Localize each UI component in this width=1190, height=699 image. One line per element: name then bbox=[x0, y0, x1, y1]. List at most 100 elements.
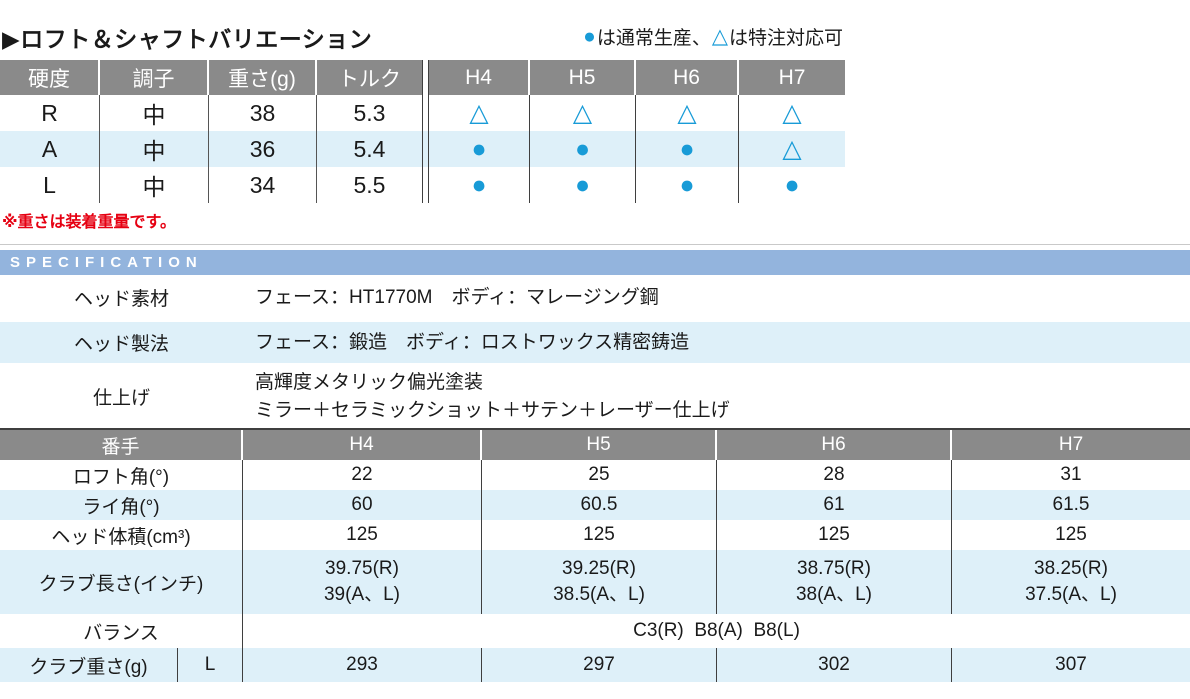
column-header-h4: H4 bbox=[243, 430, 482, 460]
double-rule-gap bbox=[422, 167, 429, 203]
page-title: ▶ロフト＆シャフトバリエーション bbox=[2, 25, 373, 52]
cell-lie-h5: 60.5 bbox=[482, 490, 717, 520]
legend-circle-text: は通常生産、 bbox=[596, 28, 711, 49]
cell-length-h6: 38.75(R) 38(A、L) bbox=[717, 550, 952, 614]
cell-kickpoint: 中 bbox=[100, 131, 209, 167]
cell-lie-h7: 61.5 bbox=[952, 490, 1190, 520]
row-label-loft: ロフト角(°) bbox=[0, 460, 243, 490]
legend-triangle-text: は特注対応可 bbox=[728, 28, 843, 49]
length-al: 38(A、L) bbox=[795, 584, 873, 605]
length-al: 39(A、L) bbox=[323, 584, 401, 605]
circle-icon: ● bbox=[583, 24, 596, 48]
column-header-h6: H6 bbox=[717, 430, 952, 460]
availability-mark: △ bbox=[782, 98, 802, 127]
availability-mark: ● bbox=[530, 167, 636, 203]
availability-mark: △ bbox=[739, 131, 845, 167]
cell-balance: C3(R) B8(A) B8(L) bbox=[633, 620, 800, 641]
spec-value-line2: ミラー＋セラミックショット＋サテン＋レーザー仕上げ bbox=[255, 399, 730, 421]
divider-rule bbox=[0, 244, 1190, 245]
cell-weight-flex: L bbox=[178, 648, 243, 682]
column-header-torque: トルク bbox=[317, 60, 422, 95]
length-r: 38.25(R) bbox=[1034, 558, 1108, 580]
availability-mark: △ bbox=[636, 95, 739, 131]
cell-loft-h6: 28 bbox=[717, 460, 952, 490]
row-label-lie: ライ角(°) bbox=[0, 490, 243, 520]
cell-lie-h6: 61 bbox=[717, 490, 952, 520]
cell-weight-h4: 293 bbox=[243, 648, 482, 682]
length-r: 39.25(R) bbox=[562, 558, 636, 580]
cell-weight: 36 bbox=[209, 131, 317, 167]
spec-sheet-page: ▶ロフト＆シャフトバリエーション ● は通常生産、 △ は特注対応可 硬度 調子… bbox=[0, 17, 1190, 682]
cell-length-h4: 39.75(R) 39(A、L) bbox=[243, 550, 482, 614]
double-rule-gap bbox=[422, 60, 429, 95]
column-header-weight: 重さ(g) bbox=[209, 60, 317, 95]
availability-mark: ● bbox=[784, 170, 800, 199]
column-header-h7: H7 bbox=[952, 430, 1190, 460]
row-label-weight: クラブ重さ(g) bbox=[0, 648, 178, 682]
length-al: 38.5(A、L) bbox=[553, 584, 645, 605]
availability-mark: ● bbox=[636, 131, 739, 167]
cell-hardness: A bbox=[0, 131, 100, 167]
triangle-icon: △ bbox=[711, 25, 728, 48]
double-rule-gap bbox=[422, 95, 429, 131]
length-r: 39.75(R) bbox=[325, 558, 399, 580]
spec-label: ヘッド製法 bbox=[73, 334, 169, 355]
row-label-balance: バランス bbox=[0, 614, 243, 648]
column-header-h5: H5 bbox=[530, 60, 636, 95]
cell-volume-h7: 125 bbox=[1055, 524, 1087, 545]
spec-value-line1: 高輝度メタリック偏光塗装 bbox=[255, 371, 484, 393]
cell-weight: 34 bbox=[209, 167, 317, 203]
column-header-kickpoint: 調子 bbox=[100, 60, 209, 95]
availability-mark: ● bbox=[429, 167, 530, 203]
weight-footnote: ※重さは装着重量です。 bbox=[2, 214, 176, 231]
cell-torque: 5.5 bbox=[353, 171, 386, 198]
cell-weight-h7: 307 bbox=[952, 648, 1190, 682]
column-header-h6: H6 bbox=[636, 60, 739, 95]
specification-rows: ヘッド素材 フェース：HT1770M ボディ：マレージング鋼 ヘッド製法 フェー… bbox=[0, 275, 1190, 428]
column-header-h7: H7 bbox=[739, 60, 845, 95]
cell-loft-h5: 25 bbox=[482, 460, 717, 490]
availability-legend: ● は通常生産、 △ は特注対応可 bbox=[582, 23, 843, 50]
cell-torque: 5.4 bbox=[317, 131, 422, 167]
availability-mark: ● bbox=[429, 131, 530, 167]
double-rule-gap bbox=[422, 131, 429, 167]
club-spec-table: 番手 H4 H5 H6 H7 ロフト角(°) 22 25 28 31 ライ角(°… bbox=[0, 428, 1190, 682]
cell-weight-h6: 302 bbox=[717, 648, 952, 682]
availability-mark: △ bbox=[429, 95, 530, 131]
spec-label: 仕上げ bbox=[92, 388, 150, 409]
cell-kickpoint: 中 bbox=[100, 167, 209, 203]
cell-volume-h6: 125 bbox=[717, 520, 952, 550]
spec-row-head-material: ヘッド素材 フェース：HT1770M ボディ：マレージング鋼 bbox=[0, 275, 1190, 320]
spec-label: ヘッド素材 bbox=[73, 289, 169, 310]
top-bar: ▶ロフト＆シャフトバリエーション ● は通常生産、 △ は特注対応可 bbox=[0, 17, 845, 60]
cell-volume-h5: 125 bbox=[482, 520, 717, 550]
spec-row-finish: 仕上げ 高輝度メタリック偏光塗装 ミラー＋セラミックショット＋サテン＋レーザー仕… bbox=[0, 365, 1190, 428]
specification-bar: SPECIFICATION bbox=[0, 250, 1190, 275]
cell-hardness: L bbox=[0, 167, 100, 203]
cell-kickpoint: 中 bbox=[100, 95, 209, 131]
column-header-number: 番手 bbox=[0, 430, 243, 460]
column-header-h4: H4 bbox=[429, 60, 530, 95]
cell-length-h5: 39.25(R) 38.5(A、L) bbox=[482, 550, 717, 614]
cell-loft-h7: 31 bbox=[1060, 464, 1082, 485]
availability-mark: △ bbox=[530, 95, 636, 131]
cell-weight-h5: 297 bbox=[482, 648, 717, 682]
availability-mark: ● bbox=[530, 131, 636, 167]
cell-length-h7: 38.25(R) 37.5(A、L) bbox=[952, 550, 1190, 614]
length-al: 37.5(A、L) bbox=[1025, 584, 1117, 605]
loft-shaft-table: 硬度 調子 重さ(g) トルク H4 H5 H6 H7 R 中 38 5.3 △… bbox=[0, 60, 845, 203]
spec-value: フェース：HT1770M ボディ：マレージング鋼 bbox=[255, 286, 659, 308]
cell-lie-h4: 60 bbox=[243, 490, 482, 520]
row-label-volume: ヘッド体積(cm³) bbox=[0, 520, 243, 550]
cell-loft-h4: 22 bbox=[243, 460, 482, 490]
row-label-length: クラブ長さ(インチ) bbox=[0, 550, 243, 614]
cell-volume-h4: 125 bbox=[243, 520, 482, 550]
cell-weight: 38 bbox=[209, 95, 317, 131]
length-r: 38.75(R) bbox=[797, 558, 871, 580]
column-header-hardness: 硬度 bbox=[0, 60, 100, 95]
cell-torque: 5.3 bbox=[353, 99, 386, 126]
availability-mark: ● bbox=[636, 167, 739, 203]
spec-value: 高輝度メタリック偏光塗装 ミラー＋セラミックショット＋サテン＋レーザー仕上げ bbox=[243, 369, 730, 424]
column-header-h5: H5 bbox=[482, 430, 717, 460]
spec-value: フェース：鍛造 ボディ：ロストワックス精密鋳造 bbox=[255, 331, 690, 353]
